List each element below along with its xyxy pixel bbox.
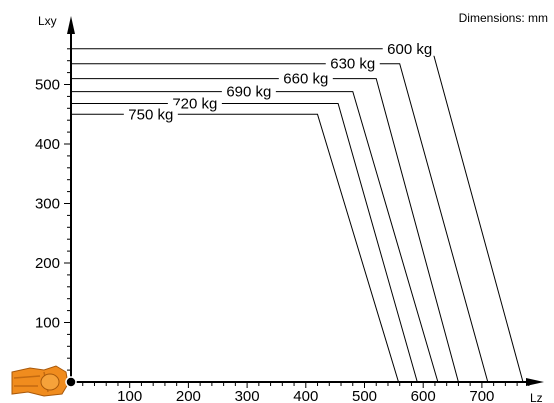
y-tick-label: 400 [35,136,60,153]
series-line-630-kg [71,63,489,383]
series-line-660-kg [71,78,459,383]
series-line-690-kg [71,91,439,383]
x-tick-label: 600 [411,388,436,403]
series-label-690-kg: 690 kg [226,84,271,101]
series-label-750-kg: 750 kg [128,106,173,123]
series-label-bg [278,69,333,86]
x-tick-label: 100 [117,388,142,403]
x-tick-label: 300 [235,388,260,403]
y-tick-label: 200 [35,255,60,272]
y-tick-label: 500 [35,77,60,94]
series-label-660-kg: 660 kg [283,71,328,88]
y-axis-arrow [67,16,75,34]
series-label-bg [221,82,276,99]
series-line-600-kg [71,48,524,383]
x-axis-arrow [526,378,544,386]
series-label-720-kg: 720 kg [172,96,217,113]
series-line-720-kg [71,103,418,383]
origin-dot [65,376,77,388]
y-axis-label: Lxy [38,14,57,28]
series-label-bg [123,105,178,122]
x-tick-label: 200 [176,388,201,403]
series-lines [71,48,524,383]
series-label-600-kg: 600 kg [387,41,432,58]
series-label-bg [325,54,380,71]
axes: Lxy Lz [38,14,544,403]
series-label-bg [382,39,437,56]
y-tick-label: 300 [35,196,60,213]
x-tick-label: 700 [469,388,494,403]
series-line-750-kg [71,113,399,383]
x-tick-label: 500 [352,388,377,403]
x-tick-label: 400 [293,388,318,403]
series-label-bg [167,94,222,111]
robot-base-icon [11,365,69,397]
series-label-630-kg: 630 kg [330,56,375,73]
tick-marks: 100 200 300 400 500 600 700 100 200 300 400 500 [35,48,530,403]
dimensions-note: Dimensions: mm [459,11,548,25]
x-axis-label: Lz [530,391,543,403]
y-tick-label: 100 [35,315,60,332]
